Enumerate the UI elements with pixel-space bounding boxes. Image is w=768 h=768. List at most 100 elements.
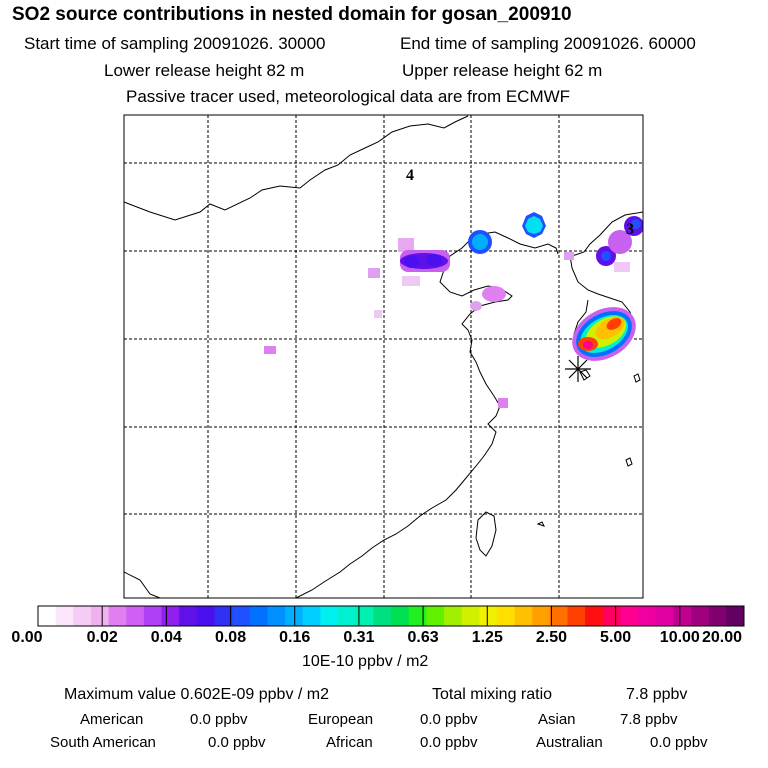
plume-cell xyxy=(426,254,442,266)
colorbar-unit: 10E-10 ppbv / m2 xyxy=(302,653,429,670)
colorbar-swatch xyxy=(426,606,445,626)
colorbar-swatch xyxy=(108,606,127,626)
asian-label: Asian xyxy=(538,711,576,728)
african-value: 0.0 ppbv xyxy=(420,734,478,751)
start-time-label: Start time of sampling 20091026. 30000 xyxy=(24,34,326,53)
colorbar-swatch xyxy=(90,606,110,626)
colorbar-swatch xyxy=(373,606,392,626)
colorbar-tick-label: 0.08 xyxy=(214,629,247,646)
asian-value: 7.8 ppbv xyxy=(620,711,678,728)
region-marker-3: 3 xyxy=(626,221,634,238)
colorbar-swatch xyxy=(549,606,568,626)
colorbar-swatch xyxy=(267,606,286,626)
colorbar-swatch xyxy=(214,606,233,626)
colorbar-tick-label: 20.00 xyxy=(701,629,743,646)
colorbar-tick-label: 0.16 xyxy=(279,629,311,646)
concentration-field xyxy=(264,212,643,408)
colorbar-tick-label: 0.31 xyxy=(343,629,375,646)
american-value: 0.0 ppbv xyxy=(190,711,248,728)
colorbar-swatch xyxy=(461,606,480,626)
colorbar-tick-label: 0.00 xyxy=(11,629,43,646)
colorbar-swatch xyxy=(408,606,427,626)
plume-cell xyxy=(498,398,508,408)
colorbar-swatch xyxy=(38,606,57,626)
colorbar-swatch xyxy=(708,606,727,626)
plume-cell xyxy=(402,276,420,286)
total-mixing-value: 7.8 ppbv xyxy=(626,686,688,703)
colorbar-swatch xyxy=(514,606,533,626)
plume-cell xyxy=(374,310,382,318)
plume-cell xyxy=(472,234,488,250)
plume-cell xyxy=(614,262,630,272)
colorbar-swatch xyxy=(391,606,410,626)
colorbar-swatch xyxy=(620,606,639,626)
colorbar-swatch xyxy=(126,606,145,626)
colorbar-swatch xyxy=(285,606,304,626)
colorbar-swatch xyxy=(161,606,180,626)
plume-cell xyxy=(606,318,622,330)
south-american-label: South American xyxy=(50,734,156,751)
colorbar xyxy=(37,605,745,627)
max-value-label: Maximum value 0.602E-09 ppbv / m2 xyxy=(64,686,330,703)
plume-cell xyxy=(470,301,482,311)
colorbar-tick-label: 5.00 xyxy=(600,629,632,646)
colorbar-tick-label: 10.00 xyxy=(659,629,700,646)
colorbar-tick-label: 1.25 xyxy=(471,629,503,646)
colorbar-swatch xyxy=(585,606,604,626)
colorbar-swatch xyxy=(479,606,498,626)
south-american-value: 0.0 ppbv xyxy=(208,734,266,751)
colorbar-tick-label: 2.50 xyxy=(535,629,568,646)
colorbar-swatch xyxy=(143,606,163,626)
colorbar-swatch xyxy=(602,606,621,626)
colorbar-swatch xyxy=(532,606,551,626)
plume-cell xyxy=(525,216,543,234)
tracer-note: Passive tracer used, meteorological data… xyxy=(126,87,571,106)
plume-cell xyxy=(564,252,574,260)
colorbar-swatch xyxy=(443,606,463,626)
colorbar-swatch xyxy=(338,606,357,626)
upper-release-label: Upper release height 62 m xyxy=(402,61,603,80)
colorbar-swatch xyxy=(179,606,198,626)
lower-release-label: Lower release height 82 m xyxy=(104,61,305,80)
plot-title: SO2 source contributions in nested domai… xyxy=(12,4,572,25)
african-label: African xyxy=(326,734,373,751)
european-label: European xyxy=(308,711,374,728)
plume-cell xyxy=(601,251,611,261)
total-mixing-label: Total mixing ratio xyxy=(432,686,553,703)
american-label: American xyxy=(80,711,144,728)
colorbar-swatch xyxy=(302,606,321,626)
plume-cell xyxy=(583,341,593,349)
colorbar-tick-label: 0.02 xyxy=(86,629,118,646)
colorbar-swatch xyxy=(496,606,516,626)
plume-cell xyxy=(404,256,420,268)
colorbar-swatch xyxy=(726,606,745,626)
colorbar-swatch xyxy=(673,606,692,626)
colorbar-tick-label: 0.63 xyxy=(407,629,439,646)
plume-cell xyxy=(608,230,632,254)
colorbar-swatch xyxy=(691,606,710,626)
colorbar-frame xyxy=(37,605,745,627)
colorbar-swatch xyxy=(196,606,215,626)
plume-cell xyxy=(482,286,506,302)
plume-cell xyxy=(368,268,380,278)
colorbar-swatch xyxy=(73,606,92,626)
colorbar-swatch xyxy=(320,606,339,626)
colorbar-tick-label: 0.04 xyxy=(150,629,182,646)
end-time-label: End time of sampling 20091026. 60000 xyxy=(400,34,696,53)
plume-cell xyxy=(631,219,641,229)
european-value: 0.0 ppbv xyxy=(420,711,478,728)
australian-label: Australian xyxy=(536,734,603,751)
colorbar-swatch xyxy=(55,606,74,626)
colorbar-swatch xyxy=(355,606,374,626)
plume-cell xyxy=(398,238,414,252)
colorbar-swatch xyxy=(249,606,268,626)
colorbar-swatch xyxy=(567,606,586,626)
plume-cell xyxy=(264,346,276,354)
colorbar-swatch xyxy=(638,606,657,626)
map-frame xyxy=(123,114,644,599)
australian-value: 0.0 ppbv xyxy=(650,734,708,751)
star-asterisk-icon xyxy=(565,356,591,382)
grid-lines xyxy=(124,115,643,598)
region-marker-4: 4 xyxy=(406,167,414,184)
